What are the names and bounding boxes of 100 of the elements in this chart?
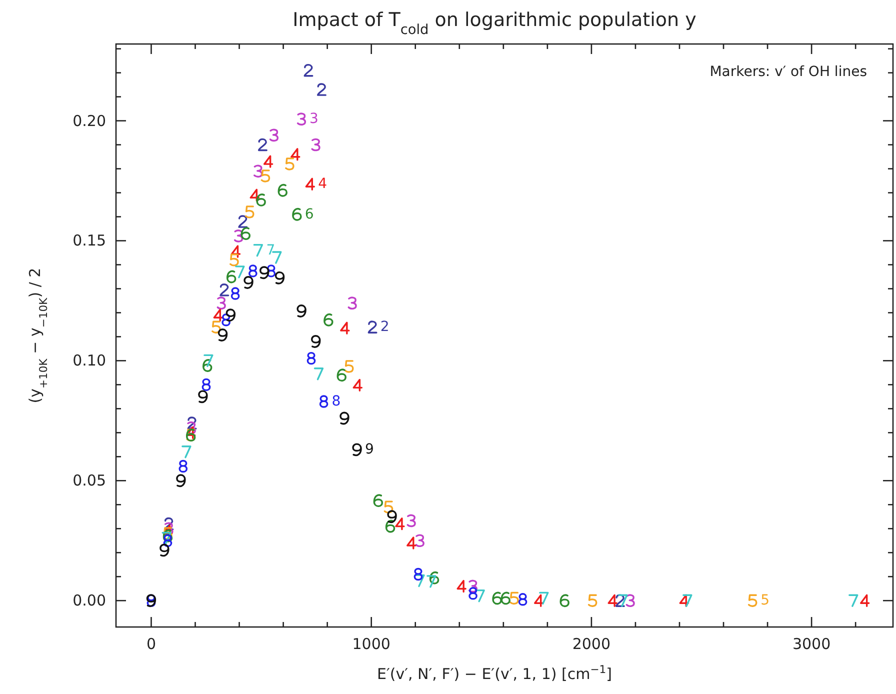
series-label: 8: [332, 393, 341, 410]
point: [296, 112, 306, 126]
point: [475, 589, 485, 602]
point: [250, 188, 260, 202]
point: [311, 335, 321, 348]
point: [253, 244, 264, 257]
point: [296, 304, 306, 318]
point: [618, 594, 628, 607]
point: [163, 534, 172, 547]
point: [234, 230, 244, 242]
point: [510, 592, 519, 605]
point: [187, 416, 197, 430]
point: [198, 390, 208, 404]
point: [406, 536, 416, 550]
point: [218, 328, 228, 342]
point: [352, 443, 362, 456]
point: [414, 568, 423, 581]
point: [235, 266, 245, 278]
point: [186, 426, 196, 440]
point: [230, 245, 241, 258]
point: [244, 206, 254, 218]
point: [244, 276, 254, 289]
point: [182, 446, 192, 458]
point: [266, 264, 276, 278]
point: [608, 594, 618, 607]
point: [426, 575, 436, 588]
point: [534, 594, 544, 607]
series-label: 7: [266, 242, 276, 258]
point: [178, 460, 188, 473]
point: [682, 594, 692, 607]
point: [336, 368, 346, 382]
series-label: 4: [318, 176, 328, 192]
point: [468, 580, 478, 593]
point: [240, 227, 250, 240]
point: [748, 594, 758, 607]
point: [368, 320, 378, 334]
point: [274, 271, 285, 284]
point: [340, 322, 350, 334]
y-tick-label: 0.10: [72, 352, 106, 370]
point: [500, 592, 510, 605]
point: [588, 594, 598, 607]
series-label: 3: [310, 111, 318, 128]
x-tick-label: 2000: [572, 635, 611, 653]
point: [352, 378, 363, 392]
point: [292, 208, 302, 221]
point: [226, 308, 236, 322]
annotation: Markers: v′ of OH lines: [710, 64, 867, 80]
x-tick-label: 1000: [352, 635, 390, 653]
point: [162, 529, 173, 542]
point: [406, 514, 416, 528]
point: [220, 284, 230, 296]
point: [626, 594, 635, 607]
point: [415, 534, 424, 548]
point: [316, 83, 326, 96]
y-tick-label: 0.15: [72, 232, 106, 250]
x-tick-label: 3000: [792, 635, 831, 653]
point: [238, 215, 248, 228]
point: [314, 368, 324, 380]
point: [305, 178, 315, 190]
series-label: 9: [365, 442, 374, 458]
point: [213, 308, 223, 322]
point: [285, 158, 294, 170]
point: [160, 544, 170, 557]
point: [263, 155, 274, 168]
series-label: 5: [760, 592, 770, 609]
point: [260, 266, 270, 280]
point: [260, 170, 270, 182]
point: [269, 128, 278, 142]
point: [176, 474, 186, 488]
point: [324, 314, 334, 326]
y-tick-label: 0.00: [72, 592, 106, 610]
point: [344, 360, 354, 373]
point: [373, 494, 384, 507]
point: [202, 378, 211, 392]
point: [204, 354, 214, 368]
point: [848, 594, 858, 607]
point: [304, 64, 314, 77]
point: [311, 138, 320, 152]
point: [216, 296, 226, 310]
point: [272, 251, 282, 264]
y-tick-label: 0.20: [72, 112, 106, 130]
y-tick-label: 0.05: [72, 472, 106, 490]
point: [492, 592, 502, 605]
point: [254, 164, 263, 178]
point: [539, 592, 549, 605]
point: [348, 296, 357, 310]
x-axis-title: E′(v′, N′, F′) − E′(v′, 1, 1) [cm$^{−1}$]: [377, 662, 612, 683]
point: [384, 500, 394, 514]
point: [290, 148, 300, 161]
point: [212, 320, 221, 334]
point: [415, 574, 425, 588]
point: [278, 184, 288, 197]
point: [340, 412, 350, 425]
point: [679, 594, 689, 607]
point: [164, 517, 174, 530]
point: [560, 594, 570, 608]
point: [256, 194, 266, 206]
point: [306, 352, 316, 365]
point: [162, 532, 172, 545]
point: [226, 270, 236, 284]
